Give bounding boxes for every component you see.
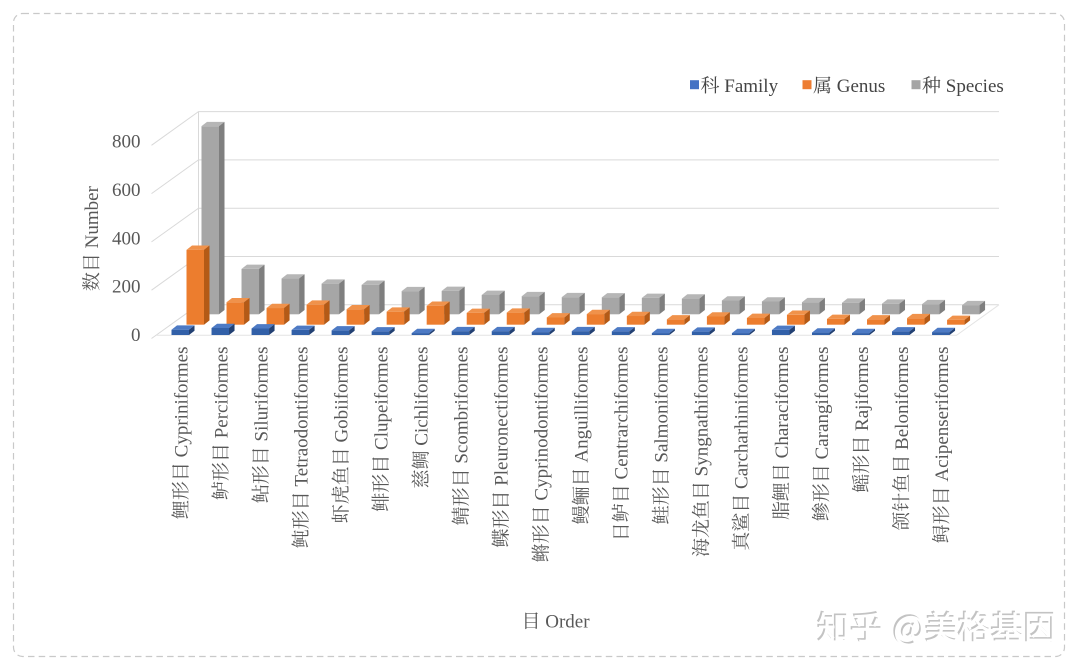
svg-text:Tetraodontiformes: Tetraodontiformes bbox=[291, 347, 312, 487]
svg-text:Carangiformes: Carangiformes bbox=[812, 347, 833, 460]
svg-text:Salmoniformes: Salmoniformes bbox=[652, 347, 673, 463]
svg-text:Cyprinodontiformes: Cyprinodontiformes bbox=[532, 347, 553, 501]
svg-text:Acipenseriformes: Acipenseriformes bbox=[932, 347, 953, 482]
svg-text:400: 400 bbox=[112, 228, 141, 249]
svg-text:0: 0 bbox=[131, 325, 141, 346]
svg-text:Cichliformes: Cichliformes bbox=[411, 347, 432, 446]
svg-text:Family: Family bbox=[724, 76, 778, 97]
svg-text:Order: Order bbox=[545, 612, 590, 633]
svg-text:Carcharhiniformes: Carcharhiniformes bbox=[732, 347, 753, 489]
svg-text:Centrarchiformes: Centrarchiformes bbox=[612, 347, 633, 480]
svg-text:Scombriformes: Scombriformes bbox=[452, 347, 473, 464]
svg-text:200: 200 bbox=[112, 277, 141, 298]
svg-text:Species: Species bbox=[946, 76, 1004, 97]
svg-text:Cypriniformes: Cypriniformes bbox=[171, 347, 192, 458]
svg-text:Number: Number bbox=[82, 185, 103, 248]
svg-text:Rajiformes: Rajiformes bbox=[852, 347, 873, 431]
svg-text:800: 800 bbox=[112, 132, 141, 153]
svg-text:Syngnathiformes: Syngnathiformes bbox=[692, 347, 713, 477]
svg-text:600: 600 bbox=[112, 180, 141, 201]
svg-text:Perciformes: Perciformes bbox=[211, 346, 232, 438]
svg-text:Siluriformes: Siluriformes bbox=[251, 347, 272, 442]
svg-text:Anguilliformes: Anguilliformes bbox=[572, 347, 593, 463]
svg-text:Clupeiformes: Clupeiformes bbox=[371, 347, 392, 450]
svg-text:Genus: Genus bbox=[837, 76, 886, 97]
svg-text:Beloniformes: Beloniformes bbox=[892, 347, 913, 450]
svg-text:Gobiiformes: Gobiiformes bbox=[331, 347, 352, 443]
svg-text:Pleuronectiformes: Pleuronectiformes bbox=[492, 347, 513, 486]
svg-text:Characiformes: Characiformes bbox=[772, 347, 793, 459]
